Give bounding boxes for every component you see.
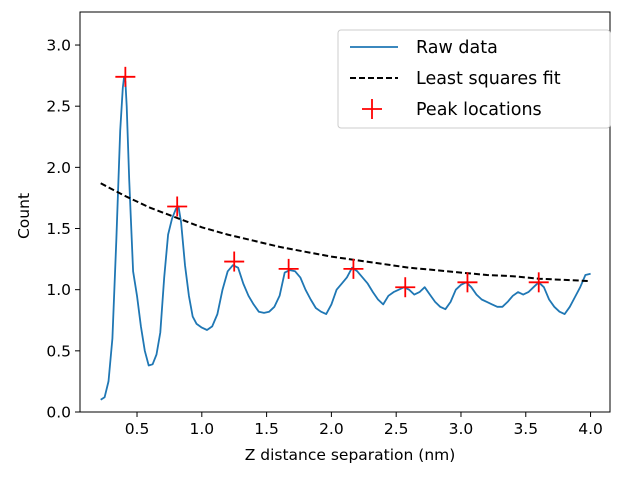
y-tick-label: 3.0 — [46, 37, 71, 55]
x-tick-label: 4.0 — [578, 420, 603, 438]
legend-label: Raw data — [416, 38, 498, 58]
x-tick-label: 2.0 — [319, 420, 344, 438]
y-tick-label: 0.5 — [46, 342, 71, 360]
legend-item: Raw data — [350, 38, 498, 58]
y-tick-label: 1.5 — [46, 220, 71, 238]
peak-marker — [457, 272, 478, 293]
plot-area — [100, 66, 591, 401]
axes-frame — [79, 11, 611, 413]
x-tick-label: 2.5 — [384, 420, 409, 438]
x-tick-label: 3.5 — [513, 420, 538, 438]
axes: 0.5 1.0 1.5 2.0 2.5 3.0 3.5 4.0 0.0 0.5 1.0 1.5 2.0 2… — [46, 11, 611, 438]
peak-marker — [167, 196, 188, 217]
series-line-raw-data — [100, 75, 591, 401]
peak-marker — [395, 277, 416, 298]
x-tick-label: 1.5 — [254, 420, 279, 438]
legend-item: Peak locations — [362, 99, 542, 120]
x-tick-label: 3.0 — [449, 420, 474, 438]
peak-marker — [278, 258, 299, 279]
y-tick-label: 2.0 — [46, 159, 71, 177]
y-axis-title: Count — [15, 193, 33, 239]
legend-item: Least squares fit — [350, 69, 561, 89]
legend-box — [337, 29, 611, 129]
peak-marker — [115, 66, 136, 87]
x-tick-label: 0.5 — [125, 420, 150, 438]
y-tick-label: 0.0 — [46, 404, 71, 422]
peak-marker — [224, 251, 245, 272]
legend: Raw data Least squares fit Peak locations — [337, 29, 611, 129]
peak-marker — [343, 258, 364, 279]
y-tick-label: 2.5 — [46, 98, 71, 116]
series-line-least-squares-fit — [100, 182, 591, 283]
y-tick-label: 1.0 — [46, 281, 71, 299]
peak-marker — [528, 272, 549, 293]
x-tick-label: 1.0 — [189, 420, 214, 438]
legend-label: Peak locations — [416, 100, 542, 120]
legend-label: Least squares fit — [416, 69, 561, 89]
x-axis-title: Z distance separation (nm) — [245, 446, 456, 464]
